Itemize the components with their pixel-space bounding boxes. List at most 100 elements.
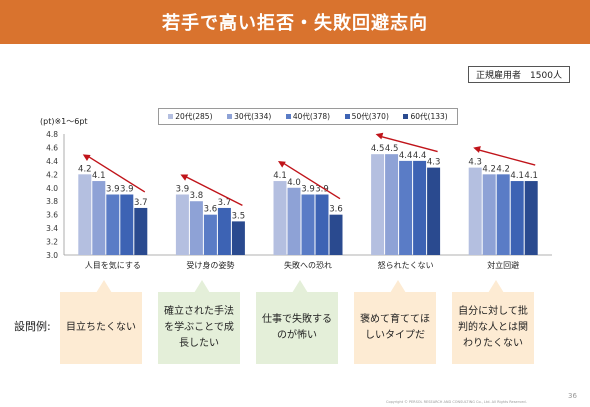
y-tick-label: 3.2 [46,238,58,247]
trend-arrow-head [180,174,189,181]
trend-arrow-line [479,149,536,166]
data-label: 3.9 [120,185,134,195]
bar [427,167,441,255]
legend-item: 50代(370) [344,111,389,122]
example-bubble: 確立された手法を学ぶことで成長したい [158,280,240,364]
category-label: 失敗への恐れ [284,260,332,270]
category-label: 対立回避 [487,260,519,270]
title-bar: 若手で高い拒否・失敗回避志向 [0,0,590,44]
example-text: 目立ちたくない [66,322,136,333]
bar [385,154,399,255]
bar [399,160,413,255]
legend-item: 30代(334) [227,111,271,122]
legend-item: 60代(133) [403,111,448,122]
data-label: 4.1 [92,171,106,181]
y-tick-label: 4.6 [46,143,58,152]
trend-arrow-head [82,154,91,161]
data-label: 4.3 [468,158,482,168]
data-label: 3.5 [232,211,246,221]
trend-arrow-line [88,156,146,193]
trend-arrow-line [283,162,341,200]
y-tick-label: 4.2 [46,170,58,179]
data-label: 4.3 [427,158,441,168]
example-text: 自分に対して批判的な人とは関わりたくない [458,306,528,349]
examples-label: 設問例: [14,320,51,333]
trend-arrow-head [278,161,286,168]
legend-label: 60代(133) [410,112,448,121]
data-label: 3.6 [329,205,343,215]
data-label: 4.2 [496,164,510,174]
legend-label: 40代(378) [292,112,331,121]
example-text: 確立された手法を学ぶことで成長したい [164,306,234,349]
legend-swatch [168,114,174,119]
y-axis-unit-label: (pt)※1～6pt [40,117,88,126]
bar [231,221,245,255]
data-label: 4.2 [78,164,92,174]
bar [175,194,189,255]
bar [134,207,148,255]
legend-swatch [403,114,409,119]
bar [329,214,343,255]
data-label: 4.2 [482,164,496,174]
data-label: 3.9 [106,185,120,195]
trend-arrow-line [186,176,243,207]
data-label: 4.5 [371,144,385,154]
bar [510,181,524,255]
y-tick-label: 3.6 [46,211,58,220]
category-label: 怒られたくない [378,260,434,270]
data-label: 4.1 [524,171,538,181]
data-label: 4.5 [385,144,399,154]
legend-label: 20代(285) [175,112,213,121]
bar [189,201,203,255]
copyright-text: Copyright © PERSOL RESEARCH AND CONSULTI… [386,400,527,404]
example-bubble: 自分に対して批判的な人とは関わりたくない [452,280,534,364]
y-tick-label: 4.8 [46,130,58,139]
trend-arrow-line [381,135,438,153]
category-label: 人目を気にする [85,260,141,270]
y-tick-label: 4.0 [46,184,58,193]
data-label: 3.7 [134,198,148,208]
y-tick-label: 3.4 [46,224,58,233]
example-text: 褒めて育ててほしいタイプだ [360,314,430,341]
chart-legend: 20代(285) 30代(334) 40代(378) 50代(370) 60代(… [158,108,458,125]
bar [120,194,134,255]
bar [92,181,106,255]
data-label: 4.0 [287,178,301,188]
bar [217,207,231,255]
bar [315,194,329,255]
bar [482,174,496,255]
data-label: 3.9 [315,185,329,195]
legend-item: 40代(378) [285,111,331,122]
example-text: 仕事で失敗するのが怖い [262,314,332,341]
data-label: 4.1 [510,171,524,181]
legend-label: 50代(370) [351,112,389,121]
trend-arrow-head [473,146,481,153]
data-label: 3.6 [204,205,218,215]
category-label: 受け身の姿勢 [186,260,234,270]
legend-item: 20代(285) [168,111,213,122]
bar-chart: 3.03.23.43.63.84.04.24.44.64.84.24.13.9 3… [46,130,552,270]
respondent-count-box: 正規雇用者 1500人 [468,66,570,83]
example-bubble: 仕事で失敗するのが怖い [256,280,338,364]
data-label: 3.9 [176,185,190,195]
bar [78,174,92,255]
page-number: 36 [568,392,577,400]
bar [287,187,301,255]
data-label: 3.7 [218,198,232,208]
data-label: 4.1 [273,171,287,181]
bar [496,174,510,255]
legend-swatch [227,114,233,119]
bar [468,167,482,255]
trend-arrow-head [375,132,384,140]
page-title: 若手で高い拒否・失敗回避志向 [162,13,428,34]
bar [413,160,427,255]
bar [301,194,315,255]
example-bubble: 目立ちたくない [60,280,142,364]
bar [106,194,120,255]
y-tick-label: 3.0 [46,251,58,260]
legend-swatch [344,114,350,119]
bar [524,181,538,255]
bar [273,181,287,255]
y-tick-label: 4.4 [46,157,58,166]
bar [203,214,217,255]
